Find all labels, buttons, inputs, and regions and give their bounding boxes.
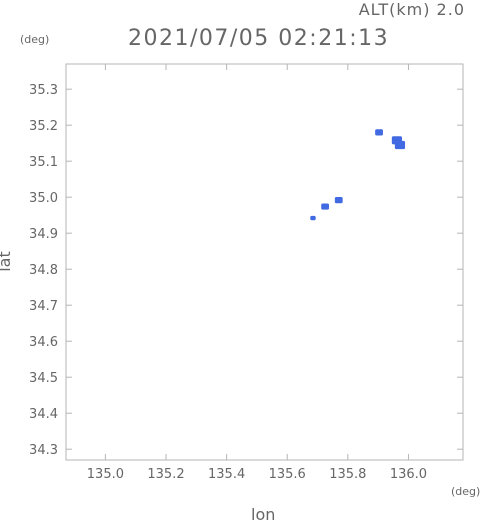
data-points xyxy=(310,129,406,221)
y-tick-label: 35.2 xyxy=(29,119,58,134)
x-tick-label: 135.0 xyxy=(87,467,124,482)
x-tick-label: 135.8 xyxy=(329,467,366,482)
plot-frame xyxy=(65,63,464,461)
data-point xyxy=(321,203,330,210)
x-tick-label: 135.2 xyxy=(147,467,184,482)
x-tick-label: 136.0 xyxy=(390,467,427,482)
data-point xyxy=(334,196,343,204)
y-tick-label: 34.7 xyxy=(29,299,58,314)
y-axis-unit: (deg) xyxy=(20,33,50,46)
y-tick-label: 34.4 xyxy=(29,407,58,422)
data-point xyxy=(394,140,406,150)
altitude-label: ALT(km) 2.0 xyxy=(358,0,465,19)
data-point xyxy=(310,215,316,221)
y-tick-label: 34.5 xyxy=(29,371,58,386)
x-tick-label: 135.4 xyxy=(208,467,245,482)
x-tick-label: 135.6 xyxy=(269,467,306,482)
timestamp-title: 2021/07/05 02:21:13 xyxy=(128,26,390,51)
data-point xyxy=(375,129,383,136)
x-axis-unit: (deg) xyxy=(451,485,481,498)
y-tick-label: 34.6 xyxy=(29,335,58,350)
axis-ticks: 135.0 135.2 135.4 135.6 135.8 136.0 34.3 34.4 34… xyxy=(29,64,463,482)
y-tick-label: 34.3 xyxy=(29,443,58,458)
y-tick-label: 34.8 xyxy=(29,263,58,278)
y-tick-label: 34.9 xyxy=(29,227,58,242)
y-tick-label: 35.0 xyxy=(29,191,58,206)
y-tick-label: 35.1 xyxy=(29,155,58,170)
y-tick-label: 35.3 xyxy=(29,83,58,98)
x-axis-label: lon xyxy=(251,505,276,524)
